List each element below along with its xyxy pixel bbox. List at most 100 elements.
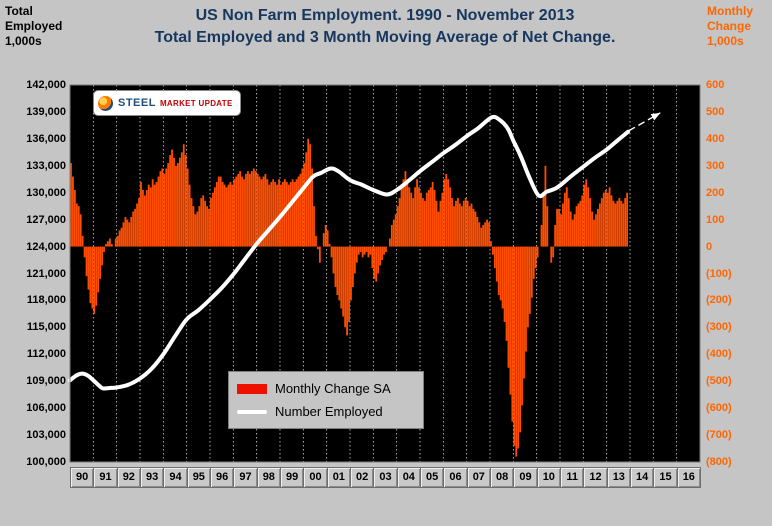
bar-monthly-change <box>105 243 107 247</box>
bar-monthly-change <box>385 246 387 252</box>
bar-monthly-change <box>266 179 269 247</box>
bar-monthly-change <box>433 190 436 247</box>
bar-monthly-change <box>390 225 393 247</box>
x-axis-year-label: 97 <box>233 467 258 488</box>
x-axis-year-label: 92 <box>116 467 141 488</box>
bar-monthly-change <box>289 181 292 247</box>
bar-monthly-change <box>157 176 160 247</box>
x-axis-year-label: 04 <box>396 467 421 488</box>
bar-monthly-change <box>318 246 321 263</box>
chart-title-line1: US Non Farm Employment. 1990 - November … <box>195 7 575 24</box>
chart-legend: Monthly Change SA Number Employed <box>228 371 424 429</box>
bar-monthly-change <box>597 208 599 247</box>
bar-monthly-change <box>89 246 92 304</box>
bar-monthly-change <box>521 246 523 406</box>
bar-monthly-change <box>528 246 531 314</box>
bar-monthly-change <box>379 246 382 266</box>
bar-monthly-change <box>591 211 593 247</box>
x-axis-year-label: 06 <box>443 467 468 488</box>
bar-monthly-change <box>120 227 123 247</box>
bar-monthly-change <box>451 198 453 247</box>
bar-monthly-change <box>495 246 498 282</box>
bar-monthly-change <box>493 246 496 269</box>
bar-monthly-change <box>161 168 164 247</box>
bar-monthly-change <box>85 246 88 277</box>
bar-monthly-change <box>212 192 214 247</box>
bar-monthly-change <box>373 246 376 279</box>
bar-monthly-change <box>149 187 152 247</box>
bar-monthly-change <box>414 187 417 247</box>
x-axis-year-label: 95 <box>186 467 211 488</box>
right-axis-header-line1: Monthly <box>707 4 753 18</box>
bar-monthly-change <box>264 173 267 247</box>
bar-monthly-change <box>486 219 488 247</box>
smu-globe-icon <box>98 95 113 111</box>
bar-monthly-change <box>431 181 434 247</box>
bar-monthly-change <box>412 198 415 247</box>
bar-monthly-change <box>268 184 271 247</box>
bar-monthly-change <box>256 173 259 247</box>
bar-monthly-change <box>612 200 615 247</box>
bar-monthly-change <box>558 208 560 247</box>
bar-monthly-change <box>231 184 234 247</box>
x-axis-year-label: 01 <box>326 467 351 488</box>
bar-monthly-change <box>527 246 529 328</box>
bar-monthly-change <box>299 173 302 247</box>
bar-monthly-change <box>474 211 477 247</box>
bar-monthly-change <box>585 179 588 247</box>
legend-swatch-monthly-change <box>237 383 267 394</box>
left-axis-tick: 100,000 <box>26 456 66 468</box>
left-axis-tick: 127,000 <box>26 213 66 226</box>
legend-swatch-number-employed <box>237 409 267 414</box>
bar-monthly-change <box>480 227 483 247</box>
right-axis-tick: 200 <box>706 186 725 199</box>
bar-monthly-change <box>169 155 172 247</box>
bar-monthly-change <box>324 225 327 247</box>
x-axis-year-label: 03 <box>373 467 398 488</box>
bar-monthly-change <box>552 246 555 258</box>
left-axis-tick: 142,000 <box>26 79 66 91</box>
left-axis-tick: 109,000 <box>26 375 66 388</box>
bar-monthly-change <box>309 144 312 247</box>
bar-monthly-change <box>326 230 329 247</box>
bar-monthly-change <box>581 195 584 247</box>
bar-monthly-change <box>626 192 628 247</box>
bar-monthly-change <box>618 198 621 247</box>
bar-monthly-change <box>258 176 261 247</box>
bar-monthly-change <box>305 152 308 247</box>
bar-monthly-change <box>604 190 607 247</box>
bar-monthly-change <box>394 214 397 247</box>
chart-title: US Non Farm Employment. 1990 - November … <box>70 5 700 49</box>
bar-monthly-change <box>118 230 121 247</box>
bar-monthly-change <box>357 246 360 255</box>
right-axis-tick: (500) <box>706 375 732 388</box>
bar-monthly-change <box>540 225 543 247</box>
bar-monthly-change <box>416 179 418 247</box>
bar-monthly-change <box>270 181 273 247</box>
left-axis-header: Total Employed 1,000s <box>5 4 62 49</box>
bar-monthly-change <box>250 171 253 247</box>
bar-monthly-change <box>278 179 280 247</box>
bar-monthly-change <box>505 246 508 341</box>
bar-monthly-change <box>503 246 506 322</box>
bar-monthly-change <box>334 246 337 287</box>
bar-monthly-change <box>206 206 208 247</box>
bar-monthly-change <box>441 192 444 247</box>
bar-monthly-change <box>177 163 179 247</box>
bar-monthly-change <box>143 195 146 247</box>
bar-monthly-change <box>423 200 426 247</box>
bar-monthly-change <box>184 155 187 247</box>
bar-monthly-change <box>180 152 183 247</box>
bar-monthly-change <box>217 176 220 247</box>
right-axis-header-line3: 1,000s <box>707 34 744 48</box>
left-axis-header-line3: 1,000s <box>5 34 42 48</box>
bar-monthly-change <box>260 179 263 247</box>
bar-monthly-change <box>402 179 405 247</box>
bar-monthly-change <box>602 192 605 247</box>
bar-monthly-change <box>573 214 576 247</box>
bar-monthly-change <box>241 176 243 247</box>
bar-monthly-change <box>381 246 383 261</box>
bar-monthly-change <box>287 184 290 247</box>
bar-monthly-change <box>408 187 411 247</box>
